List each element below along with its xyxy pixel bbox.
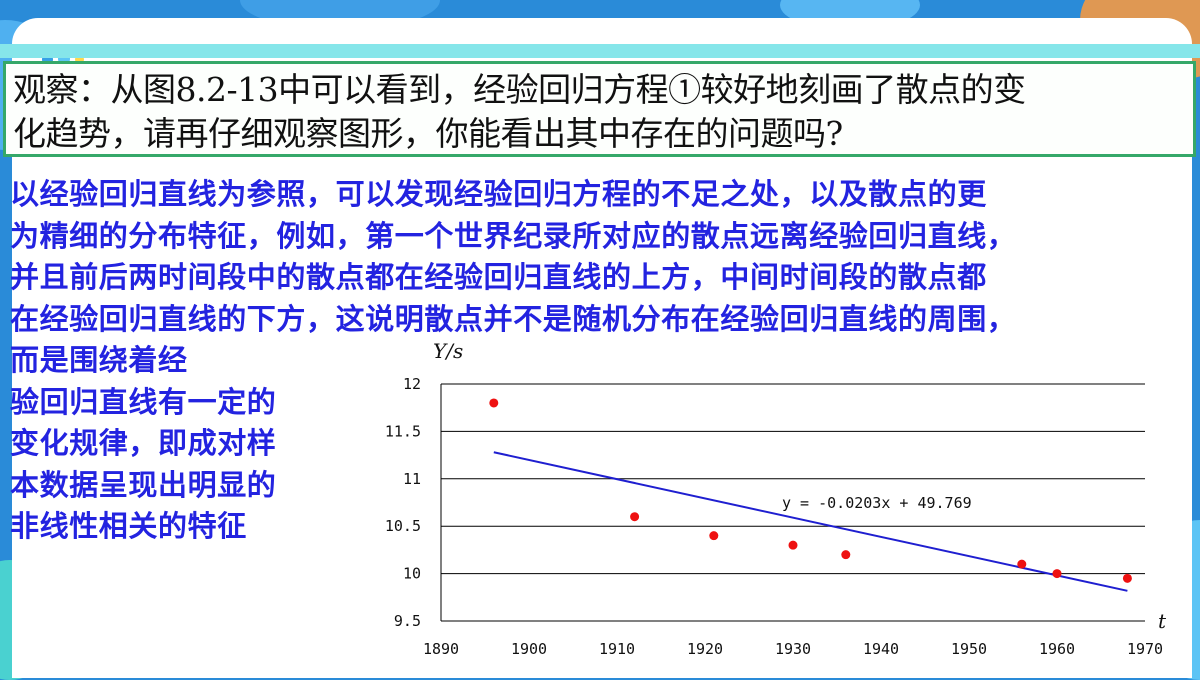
data-point: [630, 512, 640, 522]
y-tick-label: 11: [403, 470, 421, 488]
y-axis-label: Y/s: [433, 339, 463, 363]
answer-line: 为精细的分布特征，例如，第一个世界纪录所对应的散点远离经验回归直线，: [10, 218, 1017, 253]
y-tick-label: 10: [403, 565, 421, 583]
question-box: 观察：从图8.2-13中可以看到，经验回归方程①较好地刻画了散点的变 化趋势，请…: [3, 61, 1196, 157]
answer-line: 验回归直线有一定的: [10, 384, 277, 419]
y-tick-label: 9.5: [394, 612, 421, 630]
regression-line: [493, 451, 1128, 592]
answer-line: 本数据呈现出明显的: [10, 467, 277, 502]
x-tick-label: 1970: [1127, 640, 1163, 658]
data-point: [1122, 573, 1132, 583]
y-tick-label: 12: [403, 375, 421, 393]
question-line: 观察：从图8.2-13中可以看到，经验回归方程①较好地刻画了散点的变: [13, 70, 1026, 109]
x-tick-label: 1940: [863, 640, 899, 658]
y-tick-label: 10.5: [385, 517, 421, 535]
x-tick-label: 1920: [687, 640, 723, 658]
x-tick-label: 1930: [775, 640, 811, 658]
x-tick-label: 1890: [423, 640, 459, 658]
data-point: [1052, 569, 1062, 579]
answer-line: 变化规律，即成对样: [10, 426, 277, 460]
chart-svg: 9.5 10 10.5 11 11.5 12 1890 1900 1910 1920 1930 194…: [385, 339, 1167, 658]
answer-line: 并且前后两时间段中的散点都在经验回归直线的上方，中间时间段的散点都: [10, 260, 987, 294]
regression-equation-label: y = -0.0203x + 49.769: [782, 494, 972, 512]
x-tick-label: 1950: [951, 640, 987, 658]
x-axis-label: t: [1158, 609, 1167, 633]
answer-line: 而是围绕着经: [10, 343, 188, 377]
data-point: [489, 398, 499, 408]
data-point: [709, 531, 719, 541]
answer-line: 以经验回归直线为参照，可以发现经验回归方程的不足之处，以及散点的更: [10, 177, 987, 211]
data-point: [841, 550, 851, 560]
x-tick-label: 1910: [599, 640, 635, 658]
answer-line: 在经验回归直线的下方，这说明散点并不是随机分布在经验回归直线的周围，: [10, 301, 1017, 336]
question-line: 化趋势，请再仔细观察图形，你能看出其中存在的问题吗?: [13, 114, 843, 153]
question-text: 观察：从图8.2-13中可以看到，经验回归方程①较好地刻画了散点的变 化趋势，请…: [13, 68, 1193, 156]
header-strip: [0, 44, 1200, 58]
data-point: [788, 540, 798, 550]
answer-text: 以经验回归直线为参照，可以发现经验回归方程的不足之处，以及散点的更 为精细的分布…: [10, 174, 1195, 548]
x-tick-label: 1900: [511, 640, 547, 658]
data-point: [1017, 559, 1027, 569]
y-tick-label: 11.5: [385, 422, 421, 440]
x-tick-label: 1960: [1039, 640, 1075, 658]
scatter-chart: 9.5 10 10.5 11 11.5 12 1890 1900 1910 1920 1930 194…: [360, 336, 1180, 675]
answer-line: 非线性相关的特征: [10, 509, 247, 543]
